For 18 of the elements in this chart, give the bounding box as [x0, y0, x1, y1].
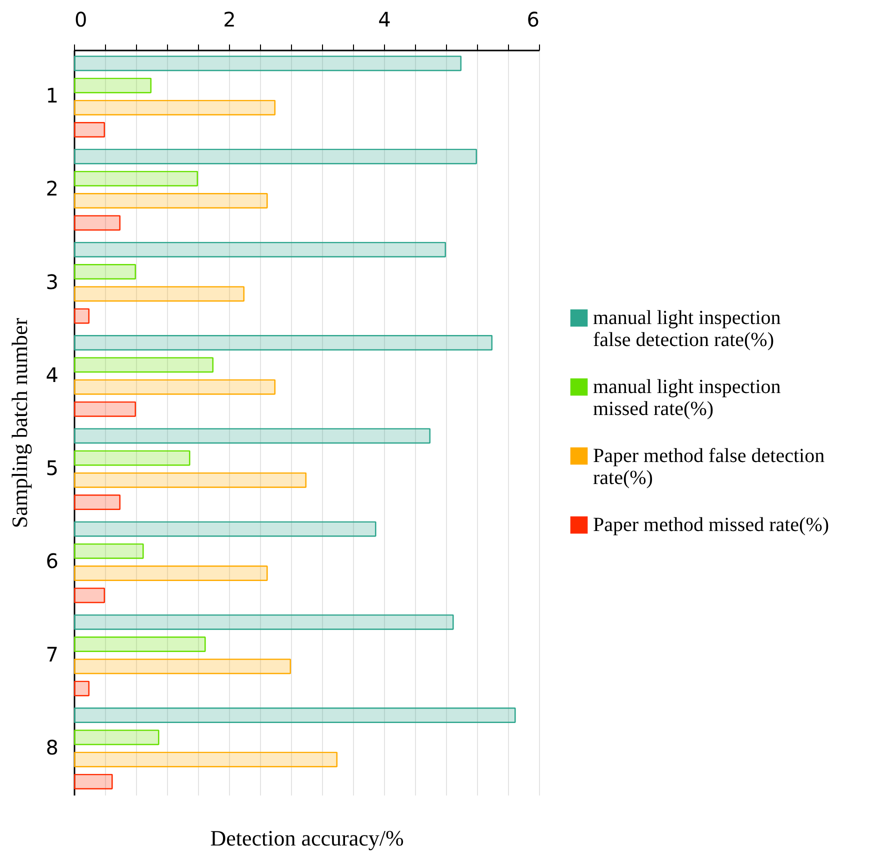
- y-tick-label: 7: [46, 642, 58, 666]
- y-tick-label: 3: [46, 270, 58, 294]
- y-tick-label: 6: [46, 549, 58, 574]
- x-tick-label: 4: [378, 8, 391, 32]
- legend-label: manual light inspection missed rate(%): [593, 376, 781, 420]
- legend-label: Paper method missed rate(%): [593, 514, 830, 536]
- y-tick-label: 4: [46, 362, 58, 387]
- y-tick-label: 2: [46, 176, 58, 201]
- y-tick-label: 8: [46, 735, 58, 760]
- x-axis-title: Detection accuracy/%: [210, 826, 404, 850]
- legend-label: manual light inspection false detection rate(%): [593, 307, 781, 351]
- y-tick-label: 5: [46, 456, 58, 480]
- x-tick-label: 6: [526, 8, 540, 32]
- y-tick-label: 1: [46, 84, 58, 108]
- x-tick-label: 2: [223, 8, 236, 32]
- legend-label: Paper method false detection rate(%): [593, 445, 825, 489]
- x-tick-label: 0: [74, 8, 88, 32]
- y-axis-title: Sampling batch number: [6, 317, 32, 528]
